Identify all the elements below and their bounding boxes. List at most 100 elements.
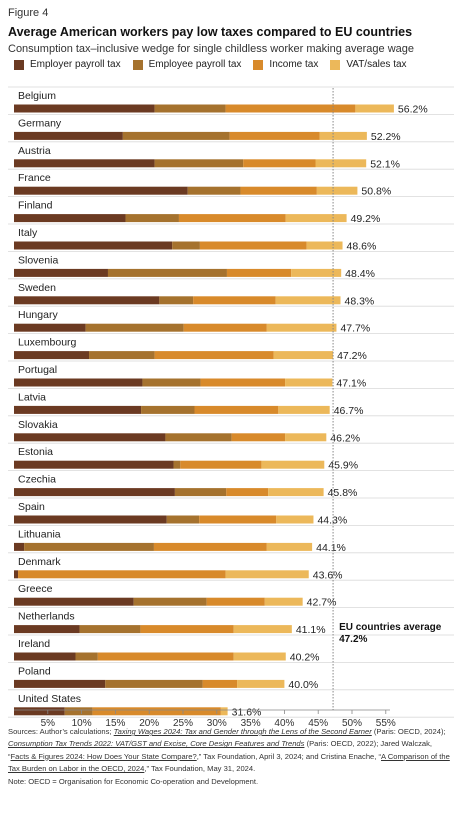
legend-swatch-income — [253, 59, 264, 70]
bar-total-label: 47.1% — [336, 378, 366, 390]
bar-segment-4 — [285, 378, 333, 387]
bar-segment-1 — [14, 378, 143, 387]
bar-total-label: 49.2% — [351, 213, 381, 225]
bar-segment-2 — [165, 433, 232, 442]
source-link-taxing-wages[interactable]: Taxing Wages 2024: Tax and Gender throug… — [113, 727, 372, 736]
bar-segment-4 — [264, 597, 303, 606]
bar-total-label: 46.2% — [330, 432, 360, 444]
bar-segment-3 — [229, 131, 320, 140]
country-label: Netherlands — [18, 611, 75, 623]
bar-segment-3 — [225, 104, 356, 113]
x-tick-label: 10% — [72, 718, 92, 726]
x-tick-label: 40% — [274, 718, 294, 726]
bar-total-label: 48.6% — [347, 241, 377, 253]
x-tick-label: 15% — [105, 718, 125, 726]
bar-segment-1 — [14, 296, 160, 305]
bar-segment-2 — [133, 597, 207, 606]
country-label: Italy — [18, 227, 38, 239]
legend-label-employer: Employer payroll tax — [30, 59, 121, 70]
bar-segment-3 — [200, 378, 286, 387]
bar-segment-3 — [199, 241, 307, 250]
sources-text-2: (Paris: OECD, 2024); — [371, 727, 446, 736]
source-link-facts-figures[interactable]: Facts & Figures 2024: How Does Your Stat… — [10, 751, 197, 761]
bar-segment-4 — [355, 104, 394, 113]
bar-segment-2 — [125, 214, 179, 223]
bar-total-label: 44.3% — [317, 515, 347, 527]
bar-segment-3 — [226, 268, 292, 277]
bar-segment-2 — [85, 323, 184, 332]
bar-segment-4 — [266, 323, 337, 332]
bar-segment-3 — [202, 679, 238, 688]
bar-segment-1 — [14, 625, 80, 634]
bar-segment-1 — [14, 323, 86, 332]
bar-segment-1 — [14, 679, 106, 688]
bar-segment-1 — [14, 268, 108, 277]
bar-segment-3 — [243, 159, 316, 168]
bar-segment-4 — [237, 679, 285, 688]
bar-segment-1 — [14, 351, 90, 360]
bar-segment-4 — [220, 707, 228, 716]
source-link-consumption-tax[interactable]: Consumption Tax Trends 2022: VAT/GST and… — [8, 739, 305, 749]
bar-segment-4 — [285, 214, 347, 223]
bar-segment-2 — [166, 515, 200, 524]
bar-total-label: 47.2% — [337, 350, 367, 362]
bar-segment-1 — [14, 159, 155, 168]
legend-label-employee: Employee payroll tax — [148, 59, 242, 70]
bar-segment-3 — [140, 625, 234, 634]
country-label: Spain — [18, 501, 45, 513]
bar-segment-4 — [273, 351, 334, 360]
legend-swatch-employee — [132, 59, 143, 70]
source-link-tax-burden[interactable]: A Comparison of the Tax Burden on Labor … — [8, 751, 450, 774]
country-label: Germany — [18, 117, 62, 129]
bar-segment-4 — [268, 488, 324, 497]
legend-item-employer: Employer payroll tax — [14, 59, 121, 70]
bar-segment-3 — [92, 707, 221, 716]
bar-segment-4 — [275, 296, 341, 305]
bar-segment-3 — [199, 515, 277, 524]
x-tick-label: 35% — [241, 718, 261, 726]
bar-segment-4 — [278, 405, 330, 414]
x-tick-label: 45% — [308, 718, 328, 726]
bar-segment-2 — [24, 542, 154, 551]
x-tick-label: 30% — [207, 718, 227, 726]
bar-total-label: 52.1% — [370, 158, 400, 170]
chart-title: Average American workers pay low taxes c… — [8, 25, 413, 39]
x-tick-label: 50% — [342, 718, 362, 726]
bar-segment-3 — [153, 542, 267, 551]
x-tick-label: 5% — [41, 718, 56, 726]
eu-average-value: 47.2% — [339, 634, 367, 645]
country-label: Lithuania — [18, 528, 61, 540]
bar-total-label: 56.2% — [398, 104, 428, 116]
bar-segment-1 — [14, 488, 175, 497]
bar-segment-3 — [154, 351, 274, 360]
bar-segment-3 — [178, 214, 286, 223]
bar-total-label: 44.1% — [316, 542, 346, 554]
bar-segment-3 — [97, 652, 234, 661]
bar-total-label: 41.1% — [296, 624, 326, 636]
x-tick-label: 20% — [139, 718, 159, 726]
legend-item-vat: VAT/sales tax — [330, 59, 407, 70]
bar-segment-2 — [122, 131, 230, 140]
bar-total-label: 52.2% — [371, 131, 401, 143]
bar-total-label: 45.9% — [328, 460, 358, 472]
legend-swatch-vat — [330, 59, 341, 70]
country-label: Portugal — [18, 364, 57, 376]
bar-segment-1 — [14, 570, 19, 579]
bar-segment-1 — [14, 214, 126, 223]
bar-segment-3 — [240, 186, 317, 195]
x-tick-label: 25% — [173, 718, 193, 726]
country-label: Poland — [18, 665, 51, 677]
country-label: Slovakia — [18, 419, 58, 431]
country-label: Luxembourg — [18, 337, 77, 349]
bar-segment-2 — [187, 186, 241, 195]
country-label: Hungary — [18, 309, 58, 321]
bar-segment-1 — [14, 186, 188, 195]
bar-segment-2 — [75, 652, 98, 661]
bar-segment-3 — [193, 296, 276, 305]
bar-segment-1 — [14, 433, 166, 442]
bar-segment-4 — [319, 131, 367, 140]
country-label: Denmark — [18, 556, 61, 568]
sources-text-1: Sources: Author’s calculations; — [8, 727, 114, 736]
legend-label-income: Income tax — [269, 59, 319, 70]
country-label: Greece — [18, 583, 53, 595]
